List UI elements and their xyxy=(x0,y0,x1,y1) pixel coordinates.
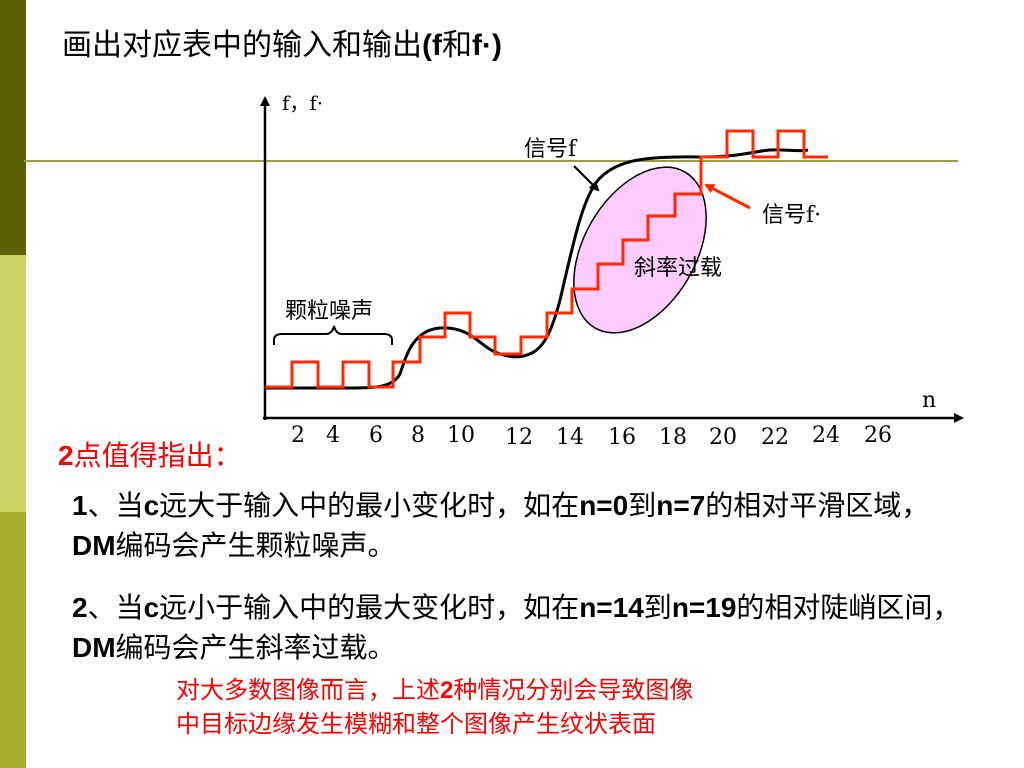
note-segment: 对大多数图像而言，上述 xyxy=(176,676,440,704)
sidebar-band-light xyxy=(0,255,26,512)
points-heading: 2点值得指出： xyxy=(58,436,242,476)
sidebar-band-dark xyxy=(0,0,26,255)
x-tick-label: 2 xyxy=(291,423,305,448)
title-f: (f xyxy=(422,29,442,62)
dm-staircase-output xyxy=(265,129,828,389)
granular-noise-brace xyxy=(273,325,393,345)
point-2-segment: 远小于输入中的最大变化时，如在 xyxy=(159,591,580,624)
signal-f-label: 信号f xyxy=(524,137,578,162)
point-1-segment: 的相对平滑区域， xyxy=(705,489,930,522)
x-tick-label: 18 xyxy=(659,425,687,450)
point-2-segment: 的相对陡峭区间， xyxy=(736,591,961,624)
x-tick-label: 6 xyxy=(369,423,383,448)
point-2-n-start: n=14 xyxy=(579,592,644,623)
point-2-dm: DM xyxy=(72,632,116,663)
title-dot: ·) xyxy=(481,29,502,62)
x-tick-label: 14 xyxy=(556,425,584,450)
note-number: 2 xyxy=(440,677,454,704)
point-1-dm: DM xyxy=(72,530,116,561)
x-axis-label: n xyxy=(922,388,936,413)
signal-f-pointer xyxy=(573,165,600,192)
x-tick-label: 12 xyxy=(505,425,533,450)
point-1-segment: 到 xyxy=(628,489,657,522)
note-line-1: 对大多数图像而言，上述2种情况分别会导致图像 xyxy=(176,673,976,708)
point-2-segment: 、当 xyxy=(87,591,144,624)
note-segment: 中目标边缘发生模糊和整个图像产生纹状表面 xyxy=(176,710,656,738)
point-2-n-end: n=19 xyxy=(671,592,737,623)
point-2-text: 2、当c远小于输入中的最大变化时，如在n=14到n=19的相对陡峭区间， DM编码… xyxy=(72,588,972,668)
x-tick-label: 4 xyxy=(326,423,340,448)
x-tick-label: 22 xyxy=(761,425,789,450)
input-signal-curve xyxy=(265,148,809,390)
point-2-segment: 到 xyxy=(643,591,672,624)
x-tick-label: 10 xyxy=(447,423,475,448)
note-segment: 种情况分别会导致图像 xyxy=(453,676,694,704)
slide-title: 画出对应表中的输入和输出(f和f·) xyxy=(62,26,502,66)
dm-diagram: f，f· n 信号f 信号f· 斜率过载 颗粒噪声 2 4 6 8 10 12 … xyxy=(24,91,964,450)
slope-overload-label: 斜率过载 xyxy=(634,256,722,281)
points-heading-text: 点值得指出： xyxy=(73,439,242,472)
point-1-segment: 远大于输入中的最小变化时，如在 xyxy=(159,489,580,522)
x-tick-label: 20 xyxy=(709,425,737,450)
x-tick-label: 8 xyxy=(411,423,425,448)
signal-fq-label: 信号f· xyxy=(762,203,821,228)
y-axis-label: f，f· xyxy=(282,91,323,115)
title-and: 和 xyxy=(441,28,472,63)
title-fq: f xyxy=(471,29,482,62)
sidebar-band-olive xyxy=(0,512,26,768)
signal-fq-pointer xyxy=(704,183,751,210)
points-heading-number: 2 xyxy=(58,440,74,471)
granular-noise-label: 颗粒噪声 xyxy=(285,299,373,324)
point-1-segment: 编码会产生颗粒噪声。 xyxy=(115,529,396,562)
slope-overload-region xyxy=(573,166,707,334)
x-tick-label: 16 xyxy=(608,425,636,450)
x-tick-label: 24 xyxy=(812,423,840,448)
point-1-segment: 、当 xyxy=(87,489,144,522)
point-1-text: 1、当c远大于输入中的最小变化时，如在n=0到n=7的相对平滑区域， DM编码会产… xyxy=(72,486,972,566)
point-1-n-end: n=7 xyxy=(656,490,706,521)
point-1-n-start: n=0 xyxy=(579,490,629,521)
point-1-number: 1 xyxy=(72,490,88,521)
title-text: 画出对应表中的输入和输出 xyxy=(62,28,422,63)
point-2-segment: 编码会产生斜率过载。 xyxy=(115,631,396,664)
point-1-c-symbol: c xyxy=(143,490,160,521)
note-line-2: 中目标边缘发生模糊和整个图像产生纹状表面 xyxy=(176,707,976,741)
point-2-number: 2 xyxy=(72,592,88,623)
point-2-c-symbol: c xyxy=(143,592,160,623)
x-tick-label: 26 xyxy=(864,423,892,448)
